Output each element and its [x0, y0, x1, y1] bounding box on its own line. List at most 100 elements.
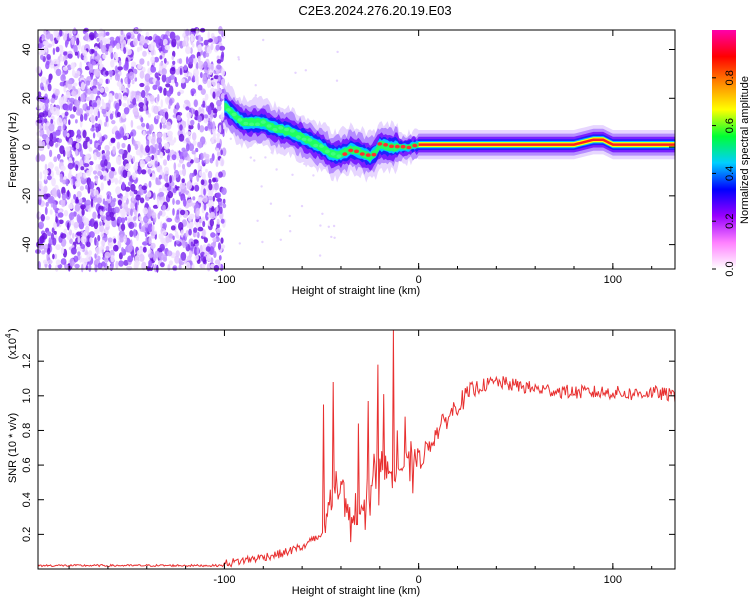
noise-speckle [137, 63, 143, 69]
noise-speckle [39, 171, 43, 180]
ridge-blob [394, 144, 400, 149]
snr-xtick-label: 100 [604, 574, 622, 586]
noise-speckle [110, 51, 114, 60]
noise-speckle [88, 147, 93, 152]
noise-speckle [294, 71, 297, 75]
noise-speckle [148, 259, 153, 267]
noise-speckle [143, 42, 148, 48]
noise-speckle [204, 114, 208, 119]
noise-speckle [168, 104, 171, 109]
noise-speckle [62, 123, 66, 130]
noise-speckle [237, 56, 240, 59]
noise-speckle [212, 108, 218, 114]
noise-speckle [208, 183, 213, 191]
noise-speckle [150, 242, 156, 249]
noise-speckle [52, 253, 55, 260]
noise-speckle [116, 42, 121, 50]
noise-speckle [59, 81, 65, 87]
noise-speckle [85, 84, 88, 92]
noise-speckle [120, 223, 126, 231]
noise-speckle [180, 229, 184, 238]
noise-speckle [79, 198, 83, 204]
noise-speckle [84, 258, 88, 267]
noise-speckle [178, 170, 183, 176]
noise-speckle [134, 27, 138, 35]
noise-speckle [167, 190, 174, 199]
noise-speckle [166, 154, 170, 161]
noise-speckle [152, 84, 158, 91]
noise-speckle [129, 131, 134, 137]
noise-speckle [110, 59, 115, 68]
noise-speckle [158, 233, 164, 240]
noise-speckle [96, 33, 99, 38]
noise-speckle [83, 55, 88, 63]
noise-speckle [183, 99, 190, 105]
noise-speckle [130, 208, 133, 217]
noise-speckle [143, 104, 147, 112]
noise-speckle [213, 251, 217, 258]
noise-speckle [96, 132, 102, 138]
noise-speckle [46, 252, 50, 262]
noise-speckle [98, 84, 101, 90]
noise-speckle [162, 112, 166, 118]
noise-speckle [101, 108, 107, 115]
noise-speckle [185, 46, 191, 55]
noise-speckle [200, 179, 205, 186]
noise-speckle [202, 220, 206, 228]
noise-speckle [93, 107, 99, 117]
noise-speckle [45, 44, 48, 53]
noise-speckle [159, 169, 163, 175]
noise-speckle [104, 121, 107, 127]
noise-speckle [116, 156, 122, 165]
noise-speckle [157, 94, 160, 102]
noise-speckle [85, 199, 91, 206]
noise-speckle [132, 139, 136, 147]
spectrogram-ytick-label: 20 [21, 92, 33, 104]
noise-speckle [121, 112, 127, 119]
noise-speckle [105, 51, 109, 56]
snr-plot-area [38, 330, 675, 569]
noise-speckle [95, 126, 100, 133]
noise-speckle [174, 241, 177, 247]
noise-speckle [82, 140, 89, 150]
noise-speckle [40, 76, 47, 84]
noise-speckle [113, 244, 119, 252]
noise-speckle [89, 161, 94, 166]
noise-speckle [66, 64, 72, 71]
noise-speckle [176, 151, 180, 161]
noise-speckle [86, 241, 91, 248]
noise-speckle [41, 34, 46, 40]
noise-speckle [71, 247, 77, 255]
noise-speckle [130, 183, 136, 192]
noise-speckle [150, 56, 155, 64]
noise-speckle [94, 228, 100, 235]
noise-speckle [260, 185, 263, 188]
noise-speckle [201, 244, 208, 254]
noise-speckle [186, 180, 193, 190]
noise-speckle [43, 244, 49, 248]
noise-speckle [92, 170, 98, 175]
noise-speckle [146, 191, 152, 198]
noise-speckle [60, 246, 65, 255]
noise-speckle [110, 138, 116, 144]
noise-speckle [200, 187, 203, 196]
noise-speckle [115, 260, 119, 269]
noise-speckle [166, 130, 173, 137]
noise-speckle [269, 202, 273, 205]
noise-speckle [90, 198, 94, 208]
noise-speckle [96, 37, 100, 42]
colorbar-ticks: 0.0 0.2 0.4 0.6 0.8 [712, 70, 736, 277]
noise-speckle [200, 72, 203, 79]
noise-speckle [83, 172, 87, 179]
noise-speckle [133, 222, 137, 228]
noise-speckle [136, 94, 140, 102]
noise-speckle [128, 221, 135, 229]
noise-speckle [58, 219, 64, 225]
ridge-blob [231, 112, 237, 117]
noise-speckle [215, 159, 219, 168]
noise-speckle [105, 31, 110, 36]
noise-speckle [127, 244, 133, 253]
noise-speckle [48, 75, 52, 84]
noise-speckle [208, 196, 213, 201]
ridge-layer-4 [224, 100, 675, 164]
